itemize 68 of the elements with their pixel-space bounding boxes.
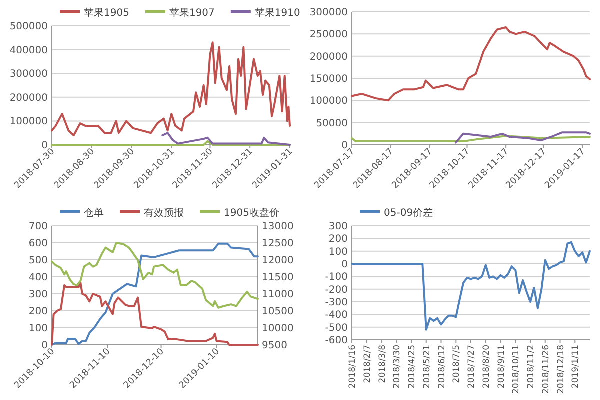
y-tick-label: 400 <box>28 272 48 284</box>
y2-tick-label: 12000 <box>262 256 294 266</box>
y-tick-label: 600 <box>28 238 48 250</box>
y-tick-label: 200 <box>328 234 348 246</box>
legend-label: 1905收盘价 <box>224 207 280 219</box>
y-tick-label: 0 <box>342 140 348 152</box>
y-tick-label: 100000 <box>10 116 48 128</box>
line-series <box>454 132 591 144</box>
x-tick-label: 2018/5/21 <box>422 345 432 389</box>
y-tick-label: 100 <box>328 246 348 258</box>
x-tick-label: 2018/10/11 <box>512 345 522 394</box>
y-tick-label: 300000 <box>310 8 348 18</box>
legend-label: 苹果1910 <box>254 7 300 19</box>
x-tick-label: 2018/9/11 <box>496 345 507 389</box>
y-tick-label: 700 <box>28 222 48 232</box>
y-tick-label: 200000 <box>10 92 48 104</box>
legend-label: 苹果1907 <box>169 7 215 19</box>
line-series <box>51 42 291 136</box>
y2-tick-label: 12500 <box>262 238 294 250</box>
y2-tick-label: 10500 <box>262 306 294 318</box>
y-tick-label: 300 <box>328 222 348 232</box>
y2-tick-label: 11500 <box>262 272 294 284</box>
line-series <box>162 132 291 146</box>
y-tick-label: 100 <box>28 324 48 334</box>
y-tick-label: -500 <box>325 322 348 334</box>
legend-label: 苹果1905 <box>84 7 130 19</box>
y-tick-label: 250000 <box>310 30 348 41</box>
x-tick-label: 2018/6/12 <box>437 345 448 389</box>
x-tick-label: 2018/11/2 <box>526 345 536 389</box>
line-series <box>51 242 259 309</box>
y-tick-label: -300 <box>325 298 348 308</box>
y-tick-label: -600 <box>325 336 348 346</box>
y-tick-label: 50000 <box>316 118 348 130</box>
x-tick-label: 2018/4/25 <box>408 345 418 389</box>
y-tick-label: -200 <box>325 284 348 296</box>
line-series <box>351 241 591 331</box>
x-tick-label: 2018/1/16 <box>348 345 358 389</box>
legend-label: 有效预报 <box>144 207 184 219</box>
x-tick-label: 2018/7/5 <box>452 345 462 384</box>
y2-tick-label: 13000 <box>262 222 294 232</box>
y-tick-label: 400000 <box>10 45 48 56</box>
y-tick-label: 500000 <box>10 22 48 32</box>
x-tick-label: 2018/11/26 <box>541 345 552 394</box>
x-tick-label: 2018/3/8 <box>378 345 388 384</box>
x-tick-label: 2019/1/11 <box>571 345 582 389</box>
y-tick-label: 0 <box>42 140 48 152</box>
y-tick-label: 0 <box>42 340 48 352</box>
legend-label: 仓单 <box>84 207 104 219</box>
x-tick-label: 2018/12/18 <box>556 345 566 394</box>
y-tick-label: -400 <box>325 310 348 322</box>
y-tick-label: 300 <box>28 290 48 300</box>
y-tick-label: -100 <box>325 272 348 284</box>
y-tick-label: 200000 <box>310 52 348 63</box>
legend-label: 05-09价差 <box>384 207 434 219</box>
y-tick-label: 200 <box>28 306 48 318</box>
x-tick-label: 2018/7/27 <box>467 345 477 389</box>
y-tick-label: 100000 <box>310 96 348 108</box>
y2-tick-label: 10000 <box>262 324 294 334</box>
y2-tick-label: 11000 <box>262 290 294 300</box>
x-tick-label: 2018/3/30 <box>392 345 403 389</box>
y-tick-label: 500 <box>28 256 48 266</box>
x-tick-label: 2018/2/7 <box>362 345 373 384</box>
y-tick-label: 150000 <box>310 74 348 85</box>
y-tick-label: 0 <box>342 260 348 270</box>
y-tick-label: 300000 <box>10 69 48 80</box>
line-series <box>351 26 591 102</box>
y2-tick-label: 9500 <box>262 340 288 352</box>
x-tick-label: 2018/8/20 <box>482 345 492 389</box>
